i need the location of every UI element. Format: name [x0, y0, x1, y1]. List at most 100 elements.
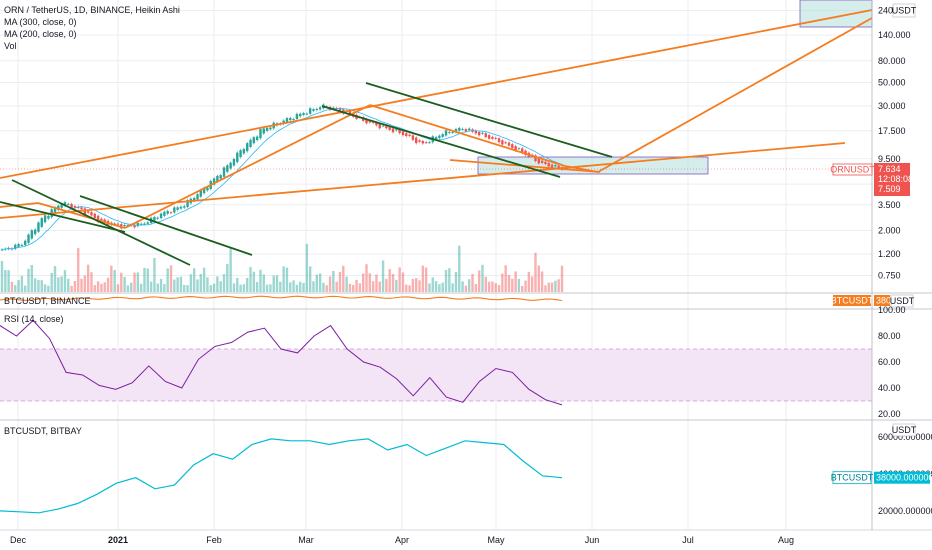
time-tick-label: Feb	[206, 535, 222, 545]
volume-bar	[550, 282, 554, 292]
volume-bar	[328, 276, 332, 292]
candle-body	[444, 130, 448, 136]
volume-bar	[176, 277, 179, 292]
orange-trend-line	[0, 9, 873, 179]
volume-bar	[252, 271, 256, 292]
volume-bar	[236, 277, 239, 292]
volume-bar	[292, 280, 295, 292]
candle-body	[292, 118, 295, 120]
candle-body	[73, 205, 77, 208]
price-tick-label: 140.000	[878, 30, 911, 40]
candle-body	[491, 136, 494, 139]
candle-body	[216, 175, 219, 182]
candle-body	[348, 111, 352, 115]
moving-average-line	[1, 107, 563, 250]
volume-bar	[471, 273, 474, 292]
drawn-rectangles[interactable]	[477, 0, 873, 175]
orange-trend-line	[369, 104, 566, 167]
candle-body	[458, 127, 461, 131]
btc-overlay-value: 380	[876, 296, 891, 306]
candle-body	[17, 244, 20, 247]
volume-bar	[497, 285, 501, 292]
volume-bar	[126, 285, 130, 292]
btc-overlay-line	[0, 295, 563, 302]
volume-bar	[514, 271, 517, 292]
volume-bar	[139, 283, 143, 292]
candle-body	[255, 136, 259, 141]
candle-body	[156, 217, 159, 219]
price-tick-label: 3.500	[878, 200, 901, 210]
candle-body	[401, 131, 405, 136]
candle-body	[378, 123, 381, 129]
price-tick-label: 50.000	[878, 77, 906, 87]
trend-lines[interactable]	[0, 9, 873, 266]
candle-body	[381, 125, 385, 127]
candle-body	[385, 125, 388, 129]
candle-body	[408, 134, 411, 136]
volume-bar	[395, 279, 398, 292]
volume-bar	[186, 285, 189, 292]
volume-bar	[325, 285, 328, 292]
candle-body	[226, 165, 229, 172]
btc-overlay-unit: USDT	[890, 296, 915, 306]
volume-bar	[375, 274, 378, 292]
volume-bar	[93, 285, 96, 292]
grid-lines	[0, 0, 932, 530]
volume-bar	[14, 285, 17, 292]
volume-bar	[183, 284, 186, 292]
volume-bar	[83, 275, 87, 292]
candle-body	[90, 212, 93, 216]
candle-body	[540, 160, 544, 163]
volume-bar	[289, 282, 292, 292]
candle-body	[305, 113, 309, 115]
candle-body	[521, 148, 524, 153]
volume-bar	[53, 266, 57, 292]
candle-body	[534, 155, 537, 162]
volume-bar	[295, 284, 299, 292]
time-tick-label: Dec	[10, 535, 27, 545]
volume-bar	[540, 271, 544, 292]
volume-bar	[143, 267, 146, 292]
price-tick-label: 80.000	[878, 56, 906, 66]
volume-bar	[285, 267, 289, 292]
candle-body	[0, 249, 4, 251]
volume-bar	[405, 284, 408, 292]
candle-body	[126, 224, 130, 226]
orange-trend-line	[0, 202, 39, 208]
volume-bar	[388, 269, 391, 292]
candle-body	[544, 161, 547, 165]
volume-bar	[212, 283, 216, 292]
volume-bar	[431, 277, 434, 292]
time-axis[interactable]: Dec 2021 Feb Mar Apr May Jun Jul Aug	[0, 529, 932, 545]
green-trend-line	[0, 201, 126, 233]
candle-body	[424, 142, 428, 144]
ma200-label: MA (200, close, 0)	[4, 29, 77, 39]
candle-body	[83, 208, 87, 215]
candle-body	[37, 222, 40, 232]
volume-bar	[544, 285, 547, 292]
volume-bar	[23, 285, 27, 292]
candle-body	[202, 187, 206, 194]
candle-body	[517, 148, 521, 150]
volume-bar	[358, 283, 362, 292]
candle-body	[146, 222, 149, 224]
rsi-tick-label: 60.00	[878, 357, 901, 367]
volume-bar	[229, 247, 232, 292]
candle-body	[232, 158, 236, 166]
volume-bar	[123, 276, 126, 292]
volume-bar	[428, 283, 431, 292]
candle-body	[70, 203, 73, 209]
rsi-tick-label: 80.00	[878, 331, 901, 341]
candle-body	[133, 225, 136, 228]
volume-bar	[408, 285, 411, 292]
candle-body	[550, 164, 554, 169]
candle-body	[501, 140, 504, 145]
candle-body	[20, 244, 24, 246]
price-axis[interactable]: 240.000140.00080.00050.00030.00017.5009.…	[830, 0, 932, 530]
volume-bar	[511, 278, 514, 292]
candle-body	[547, 162, 550, 167]
candle-body	[212, 178, 216, 185]
volume-bar	[202, 267, 206, 292]
volume-bar	[444, 270, 448, 292]
